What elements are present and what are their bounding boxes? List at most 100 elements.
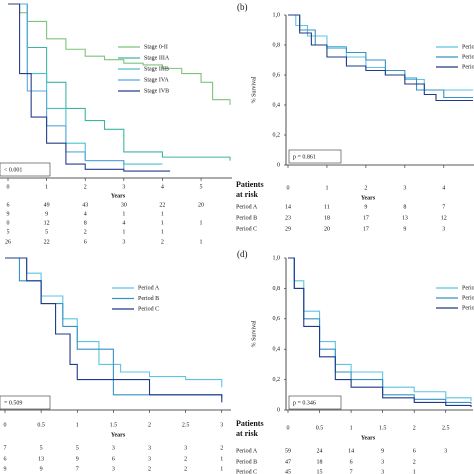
- risk-count: 6: [350, 459, 353, 465]
- risk-count: 45: [285, 469, 291, 474]
- risk-count: 49: [44, 202, 50, 208]
- y-tick-label: 1,0: [273, 255, 281, 261]
- risk-count: 3: [148, 445, 151, 451]
- risk-row-label: Period B: [236, 215, 257, 221]
- x-tick-label: 1.5: [379, 425, 387, 431]
- risk-table-title: Patients: [236, 419, 264, 428]
- risk-count: 2: [413, 459, 416, 465]
- risk-count: 22: [159, 202, 165, 208]
- risk-count: 3: [381, 469, 384, 474]
- legend-label: Stage IVB: [144, 88, 169, 94]
- risk-count: 7: [76, 466, 79, 472]
- risk-count: 9: [45, 211, 48, 217]
- risk-count: 1: [161, 220, 164, 226]
- risk-count: 3: [122, 239, 125, 245]
- risk-count: 6: [7, 202, 10, 208]
- risk-count: 4: [84, 211, 87, 217]
- risk-count: 18: [317, 459, 323, 465]
- x-tick-label: 3: [220, 422, 223, 428]
- survival-curve: [8, 3, 231, 105]
- risk-count: 2: [184, 456, 187, 462]
- risk-count: 8: [84, 220, 87, 226]
- risk-count: 15: [317, 469, 323, 474]
- risk-count: 12: [44, 220, 50, 226]
- risk-count: 47: [285, 459, 291, 465]
- panel: 0 0,2 0,4 0,6 0,8 1,0 % Survival (d) 0 0.5 1 1.5 2 2.…: [236, 249, 474, 474]
- risk-count: 9: [403, 226, 406, 232]
- y-tick-label: 0,6: [273, 316, 281, 322]
- risk-count: 1: [413, 469, 416, 474]
- risk-count: 59: [285, 448, 291, 454]
- risk-count: 17: [363, 215, 369, 221]
- legend-label: Period B: [462, 295, 474, 301]
- x-tick-label: 0: [4, 422, 7, 428]
- risk-count: 3: [112, 445, 115, 451]
- legend-label: Stage IIIA: [144, 55, 170, 61]
- risk-count: 1: [220, 456, 223, 462]
- x-tick-label: 0: [287, 425, 290, 431]
- risk-count: 14: [348, 448, 354, 454]
- x-tick-label: 2.5: [442, 425, 450, 431]
- risk-count: 29: [285, 226, 291, 232]
- risk-count: 12: [441, 215, 447, 221]
- risk-count: 1: [220, 466, 223, 472]
- x-tick-label: 3: [122, 184, 125, 190]
- x-axis-label: Years: [111, 432, 126, 438]
- legend-label: Period C: [138, 306, 159, 312]
- risk-row-label: Period C: [236, 469, 257, 474]
- risk-count: 1: [200, 220, 203, 226]
- risk-count: 5: [7, 229, 10, 235]
- survival-curve: [8, 3, 125, 170]
- risk-count: 23: [285, 215, 291, 221]
- x-tick-label: 5: [200, 184, 203, 190]
- legend-label: Period B: [462, 54, 474, 60]
- risk-count: 3: [442, 226, 445, 232]
- y-tick-label: 0,8: [273, 42, 281, 48]
- risk-count: 7: [442, 204, 445, 210]
- risk-count: 22: [44, 239, 50, 245]
- x-tick-label: 1: [45, 184, 48, 190]
- legend-label: Stage IIIB: [144, 66, 169, 72]
- legend-label: Period C: [462, 305, 474, 311]
- legend-label: Period C: [462, 64, 474, 70]
- risk-count: 30: [121, 202, 127, 208]
- survival-curve: [8, 3, 171, 172]
- p-value: p = 0.861: [293, 154, 316, 160]
- risk-count: 3: [381, 459, 384, 465]
- x-tick-label: 2: [148, 422, 151, 428]
- survival-curve: [288, 257, 472, 401]
- risk-row-label: Period A: [236, 448, 258, 454]
- y-tick-label: 0,4: [273, 347, 281, 353]
- y-tick-label: 0: [277, 407, 280, 413]
- risk-count: 14: [285, 204, 291, 210]
- risk-table-title: at risk: [236, 429, 259, 438]
- risk-count: 24: [317, 448, 323, 454]
- risk-count: 2: [161, 239, 164, 245]
- risk-count: 1: [122, 229, 125, 235]
- p-value-box: [0, 162, 51, 177]
- risk-count: 18: [324, 215, 330, 221]
- x-tick-label: 4: [161, 184, 164, 190]
- legend-label: Period B: [138, 296, 159, 302]
- risk-count: 7: [350, 469, 353, 474]
- risk-count: 4: [122, 220, 125, 226]
- x-tick-label: 0.5: [316, 425, 324, 431]
- p-value-box: [288, 395, 342, 410]
- risk-count: 9: [381, 448, 384, 454]
- risk-count: 11: [324, 204, 330, 210]
- survival-curve: [288, 14, 473, 91]
- risk-row-label: Period B: [236, 459, 257, 465]
- p-value: p = 0.346: [293, 400, 316, 406]
- survival-curve: [8, 3, 231, 161]
- risk-count: 9: [40, 466, 43, 472]
- y-tick-label: 0: [277, 162, 280, 168]
- risk-count: 3: [444, 448, 447, 454]
- risk-count: 6: [84, 239, 87, 245]
- legend-label: Period A: [462, 44, 474, 50]
- risk-table-title: at risk: [236, 190, 259, 199]
- p-value: < 0.001: [4, 167, 22, 173]
- risk-count: 9: [76, 456, 79, 462]
- risk-count: 26: [5, 239, 11, 245]
- risk-count: 5: [45, 229, 48, 235]
